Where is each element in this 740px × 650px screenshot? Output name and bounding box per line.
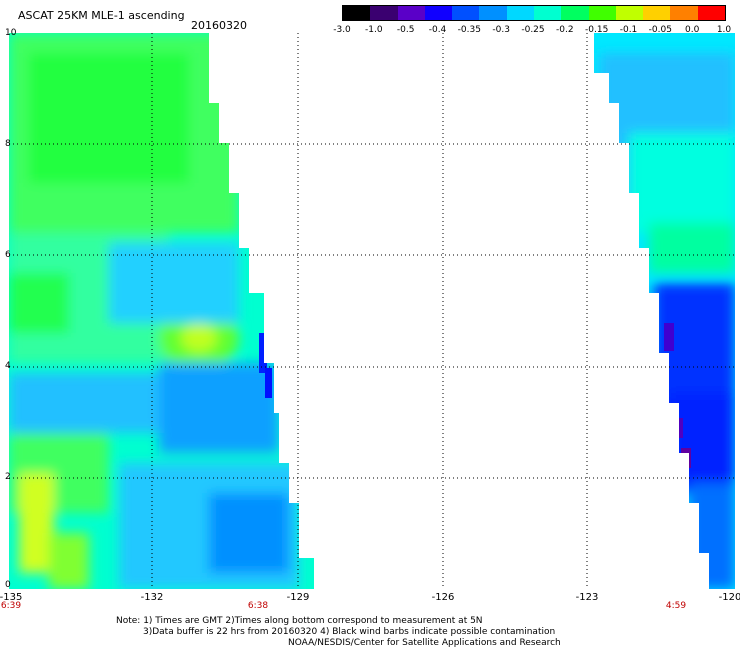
lon-label-129: -129: [286, 592, 310, 603]
color-scale-tick-label: -3.0: [333, 25, 351, 35]
lat-label-10: 10: [5, 28, 17, 38]
lon-label-120: -120: [718, 592, 740, 603]
note-line-2: 3)Data buffer is 22 hrs from 20160320 4)…: [143, 627, 556, 637]
color-scale-tick-label: -0.5: [396, 25, 415, 35]
lat-label-2: 2: [5, 472, 11, 482]
swath-map: [9, 33, 735, 589]
lat-label-4: 4: [5, 361, 11, 371]
color-scale-tick-label: -0.2: [556, 25, 574, 35]
color-scale-segment: [697, 6, 725, 20]
color-scale-segment: [561, 6, 589, 20]
color-scale-tick-label: -0.4: [428, 25, 447, 35]
right-swath: [594, 33, 735, 589]
lat-label-6: 6: [5, 250, 11, 260]
lat-label-0: 0: [5, 580, 11, 590]
lon-label-123: -123: [575, 592, 599, 603]
color-scale-tick-label: -0.25: [521, 25, 545, 35]
map-date: 20160320: [191, 19, 247, 32]
color-scale-tick-label: 0.0: [684, 25, 700, 35]
color-scale-bar: [342, 5, 726, 21]
pass-time-label: 6:38: [247, 601, 269, 611]
pass-time-label: 4:59: [665, 601, 687, 611]
color-scale-segment: [643, 6, 671, 20]
color-scale-segment: [479, 6, 507, 20]
color-scale-tick-label: -0.15: [585, 25, 609, 35]
color-scale-segment: [452, 6, 480, 20]
lon-label-126: -126: [431, 592, 455, 603]
color-scale-segment: [615, 6, 644, 20]
color-scale-segment: [588, 6, 616, 20]
left-swath: [9, 33, 314, 589]
pass-time-label: 6:39: [0, 601, 22, 611]
color-scale-segment: [343, 6, 371, 20]
note-line-1: Note: 1) Times are GMT 2)Times along bot…: [116, 616, 483, 626]
color-scale-segment: [533, 6, 562, 20]
color-scale-segment: [670, 6, 698, 20]
lat-label-8: 8: [5, 139, 11, 149]
color-scale-segment: [370, 6, 398, 20]
lon-label-132: -132: [140, 592, 164, 603]
color-scale-segment: [397, 6, 425, 20]
color-scale-segment: [506, 6, 534, 20]
color-scale-tick-label: -0.1: [619, 25, 638, 35]
color-scale-tick-label: -1.0: [365, 25, 383, 35]
color-scale-tick-label: -0.05: [648, 25, 672, 35]
map-title: ASCAT 25KM MLE-1 ascending: [18, 9, 185, 22]
color-scale-segment: [424, 6, 453, 20]
map-grid: [9, 33, 735, 589]
color-scale-tick-label: -0.3: [492, 25, 510, 35]
note-line-3: NOAA/NESDIS/Center for Satellite Applica…: [288, 638, 561, 648]
color-scale-tick-label: -0.35: [457, 25, 481, 35]
color-scale-tick-label: 1.0: [716, 25, 732, 35]
lon-label-135: -135: [0, 592, 23, 603]
